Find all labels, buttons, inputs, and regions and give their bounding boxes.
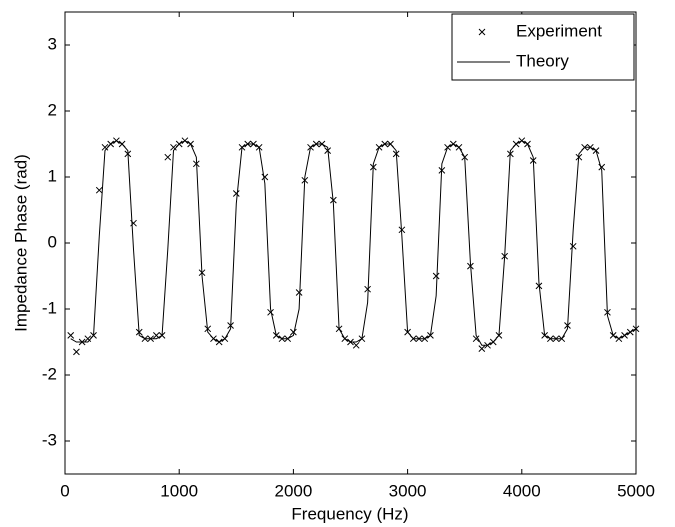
experiment-marker <box>352 341 360 349</box>
experiment-marker <box>472 335 480 343</box>
x-axis-label: Frequency (Hz) <box>291 504 408 523</box>
x-tick-label: 2000 <box>274 481 312 500</box>
experiment-marker <box>364 285 371 293</box>
experiment-marker <box>290 328 297 336</box>
y-tick-label: 2 <box>48 100 57 119</box>
y-tick-label: -3 <box>42 430 57 449</box>
y-tick-label: 0 <box>48 232 57 251</box>
legend-marker <box>478 28 486 36</box>
experiment-marker <box>267 308 274 316</box>
experiment-marker <box>569 242 577 250</box>
experiment-marker <box>101 143 109 151</box>
experiment-marker <box>73 348 80 356</box>
x-tick-label: 3000 <box>389 481 427 500</box>
plot-frame <box>64 11 637 475</box>
experiment-marker <box>95 186 103 194</box>
theory-line <box>70 140 637 346</box>
y-tick-label: -1 <box>42 298 57 317</box>
experiment-marker <box>164 153 172 161</box>
experiment-marker <box>478 345 486 352</box>
experiment-marker <box>261 173 269 181</box>
legend-box <box>451 13 635 81</box>
x-tick-label: 5000 <box>617 481 655 500</box>
y-tick-label: 3 <box>48 34 57 53</box>
legend-label: Theory <box>516 51 569 70</box>
experiment-marker <box>170 143 177 151</box>
experiment-marker <box>432 272 440 280</box>
experiment-marker <box>84 335 92 343</box>
y-axis-label: Impedance Phase (rad) <box>11 154 30 332</box>
x-tick-label: 1000 <box>160 481 198 500</box>
experiment-marker <box>232 190 240 197</box>
experiment-marker <box>295 289 303 296</box>
y-tick-label: 1 <box>48 166 57 185</box>
x-tick-label: 0 <box>60 481 69 500</box>
experiment-marker <box>67 332 75 339</box>
y-tick-label: -2 <box>42 364 57 383</box>
legend-label: Experiment <box>516 21 602 40</box>
x-tick-label: 4000 <box>503 481 541 500</box>
